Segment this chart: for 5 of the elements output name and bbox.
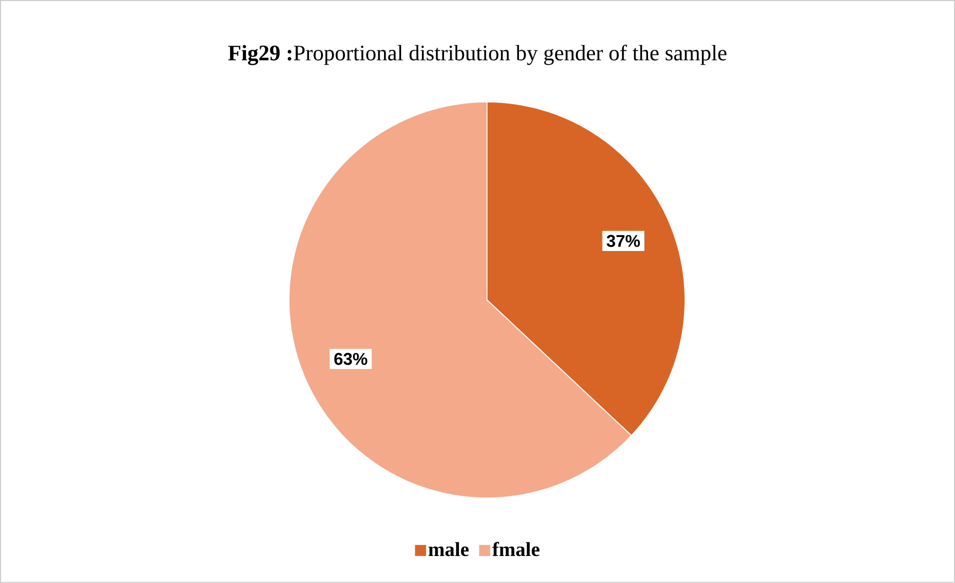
legend-label: male (428, 542, 469, 556)
data-label: 63% (334, 352, 368, 366)
chart-title: Fig29 :Proportional distribution by gender of the sample (228, 44, 726, 66)
legend-label: fmale (492, 542, 540, 556)
data-label: 37% (606, 234, 640, 248)
